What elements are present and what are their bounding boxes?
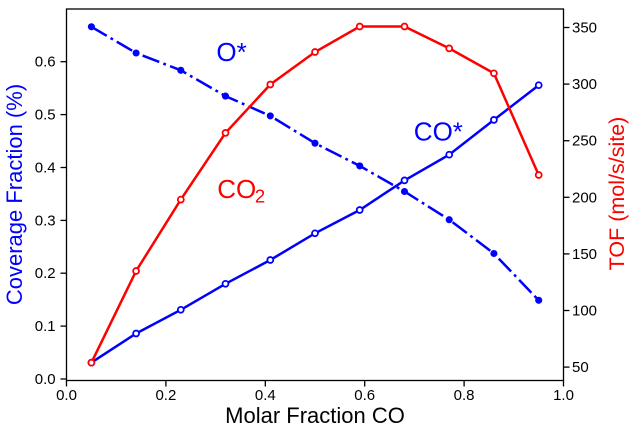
- svg-text:200: 200: [572, 189, 597, 206]
- svg-text:0.1: 0.1: [35, 318, 56, 335]
- svg-text:0.2: 0.2: [35, 265, 56, 282]
- svg-text:Molar Fraction CO: Molar Fraction CO: [225, 403, 405, 428]
- svg-text:1.0: 1.0: [553, 387, 574, 404]
- svg-text:0.8: 0.8: [454, 387, 475, 404]
- svg-text:TOF (mol/s/site): TOF (mol/s/site): [605, 117, 629, 271]
- svg-text:0.3: 0.3: [35, 212, 56, 229]
- svg-text:0.6: 0.6: [354, 387, 375, 404]
- svg-text:100: 100: [572, 303, 597, 320]
- svg-text:0.4: 0.4: [35, 160, 56, 177]
- svg-text:0.4: 0.4: [255, 387, 276, 404]
- svg-text:150: 150: [572, 246, 597, 263]
- svg-text:350: 350: [572, 20, 597, 37]
- svg-text:O*: O*: [216, 37, 246, 67]
- svg-text:0.5: 0.5: [35, 107, 56, 124]
- svg-text:CO*: CO*: [414, 116, 463, 146]
- svg-text:50: 50: [572, 359, 589, 376]
- svg-text:0.0: 0.0: [35, 371, 56, 388]
- svg-text:0.0: 0.0: [56, 387, 77, 404]
- svg-text:0.6: 0.6: [35, 54, 56, 71]
- svg-text:0.2: 0.2: [155, 387, 176, 404]
- svg-text:Coverage Fraction (%): Coverage Fraction (%): [2, 84, 27, 305]
- svg-text:250: 250: [572, 133, 597, 150]
- svg-text:300: 300: [572, 76, 597, 93]
